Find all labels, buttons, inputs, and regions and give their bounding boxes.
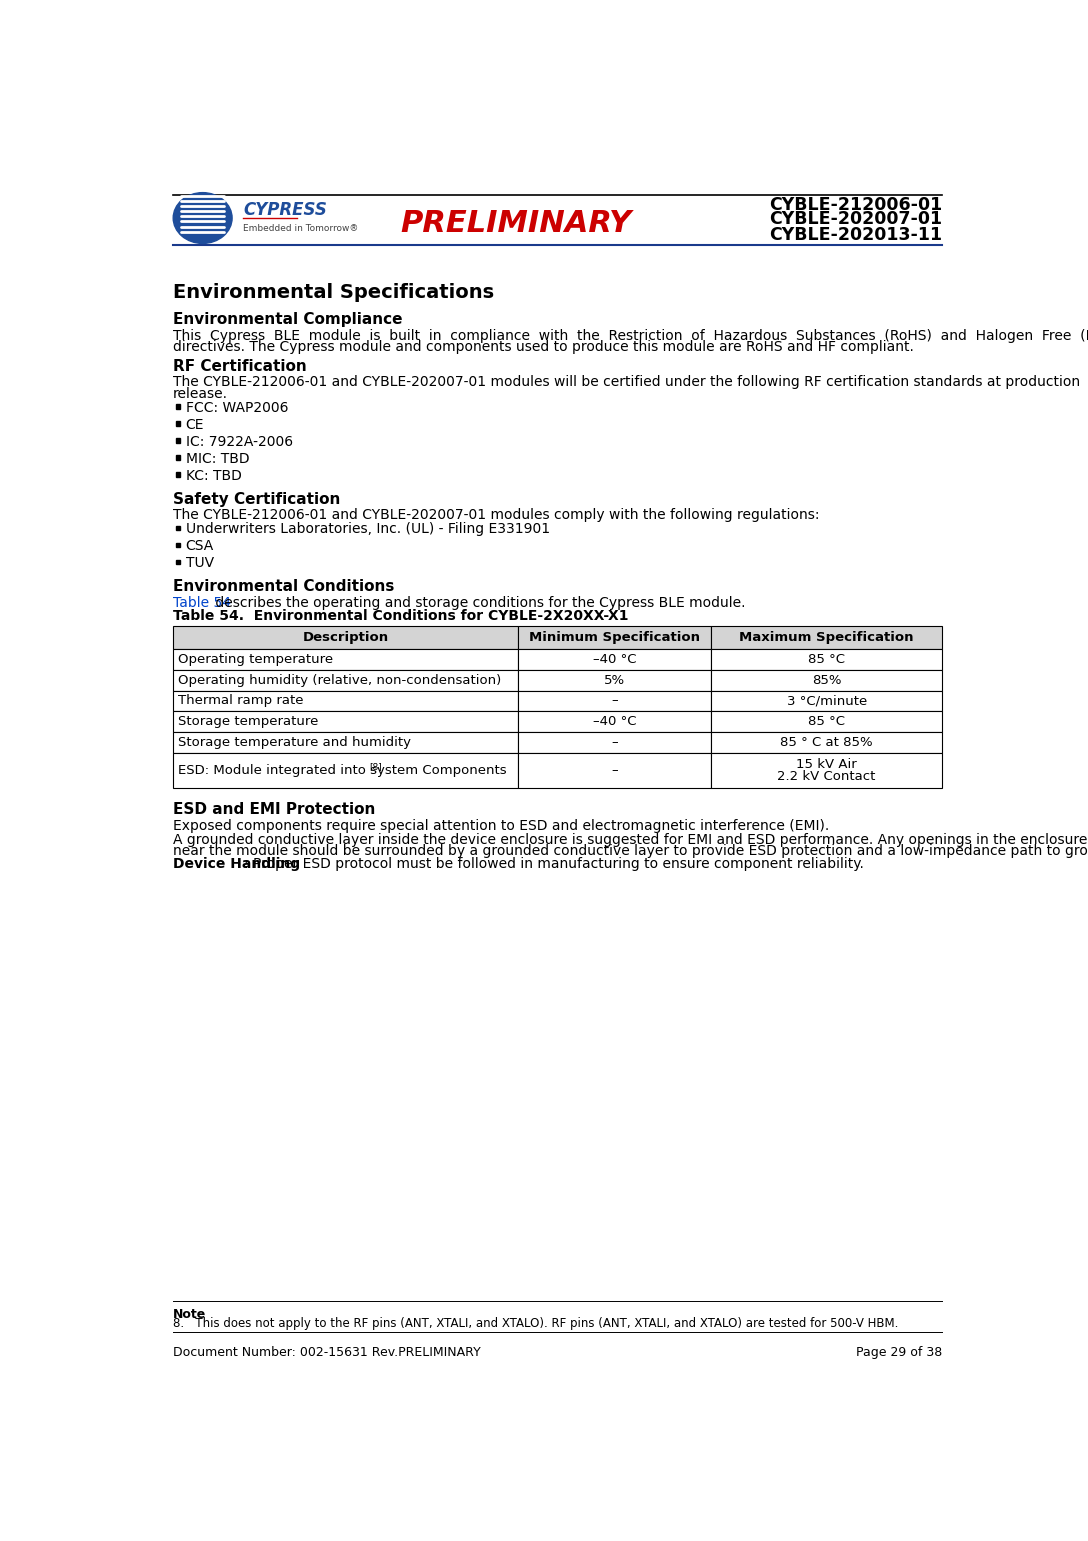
Bar: [175, 472, 181, 476]
Text: –40 °C: –40 °C: [593, 715, 636, 729]
Bar: [712, 649, 942, 670]
Text: 85 ° C at 85%: 85 ° C at 85%: [780, 737, 873, 749]
Text: The CYBLE-212006-01 and CYBLE-202007-01 modules will be certified under the foll: The CYBLE-212006-01 and CYBLE-202007-01 …: [173, 376, 1080, 390]
Text: Device Handling: Device Handling: [173, 857, 300, 871]
Text: Table 54: Table 54: [173, 596, 231, 610]
Text: KC: TBD: KC: TBD: [186, 468, 242, 482]
Text: –: –: [611, 764, 618, 777]
Text: This  Cypress  BLE  module  is  built  in  compliance  with  the  Restriction  o: This Cypress BLE module is built in comp…: [173, 328, 1088, 344]
Text: Thermal ramp rate: Thermal ramp rate: [177, 695, 304, 707]
Text: CSA: CSA: [186, 539, 214, 553]
Bar: [175, 404, 181, 408]
Text: Description: Description: [302, 630, 388, 644]
Bar: [712, 732, 942, 754]
Text: 85 °C: 85 °C: [808, 715, 845, 729]
Text: 5%: 5%: [604, 673, 625, 687]
Text: Minimum Specification: Minimum Specification: [529, 630, 700, 644]
Text: RF Certification: RF Certification: [173, 359, 307, 374]
Text: FCC: WAP2006: FCC: WAP2006: [186, 401, 288, 415]
Text: ESD and EMI Protection: ESD and EMI Protection: [173, 803, 375, 817]
Text: Storage temperature and humidity: Storage temperature and humidity: [177, 737, 411, 749]
Text: near the module should be surrounded by a grounded conductive layer to provide E: near the module should be surrounded by …: [173, 844, 1088, 858]
Text: Environmental Compliance: Environmental Compliance: [173, 313, 403, 327]
Text: TUV: TUV: [186, 556, 213, 570]
Bar: [518, 732, 712, 754]
Bar: [712, 670, 942, 690]
Text: Exposed components require special attention to ESD and electromagnetic interfer: Exposed components require special atten…: [173, 818, 829, 832]
Text: 8.   This does not apply to the RF pins (ANT, XTALI, and XTALO). RF pins (ANT, X: 8. This does not apply to the RF pins (A…: [173, 1318, 899, 1330]
Bar: [173, 732, 518, 754]
Bar: [175, 525, 181, 530]
Text: directives. The Cypress module and components used to produce this module are Ro: directives. The Cypress module and compo…: [173, 341, 914, 354]
Text: describes the operating and storage conditions for the Cypress BLE module.: describes the operating and storage cond…: [211, 596, 745, 610]
Text: CYPRESS: CYPRESS: [243, 202, 326, 219]
Bar: [518, 670, 712, 690]
Text: 15 kV Air: 15 kV Air: [796, 758, 857, 770]
Text: 85%: 85%: [812, 673, 841, 687]
Bar: [175, 455, 181, 459]
Bar: [173, 670, 518, 690]
Bar: [173, 712, 518, 732]
Text: IC: 7922A-2006: IC: 7922A-2006: [186, 435, 293, 448]
Text: PRELIMINARY: PRELIMINARY: [400, 210, 631, 237]
Text: Operating temperature: Operating temperature: [177, 653, 333, 666]
Bar: [712, 712, 942, 732]
Text: MIC: TBD: MIC: TBD: [186, 452, 249, 465]
Text: release.: release.: [173, 387, 228, 401]
Bar: [518, 712, 712, 732]
Bar: [173, 690, 518, 712]
Text: –40 °C: –40 °C: [593, 653, 636, 666]
Text: CYBLE-212006-01: CYBLE-212006-01: [769, 196, 942, 214]
Bar: [518, 649, 712, 670]
Text: : Proper ESD protocol must be followed in manufacturing to ensure component reli: : Proper ESD protocol must be followed i…: [244, 857, 864, 871]
Bar: [175, 559, 181, 564]
Bar: [173, 649, 518, 670]
Text: Embedded in Tomorrow®: Embedded in Tomorrow®: [243, 225, 358, 233]
Text: Underwriters Laboratories, Inc. (UL) - Filing E331901: Underwriters Laboratories, Inc. (UL) - F…: [186, 522, 549, 536]
Bar: [173, 626, 518, 649]
Ellipse shape: [173, 193, 232, 243]
Bar: [175, 421, 181, 425]
Bar: [518, 754, 712, 789]
Text: Maximum Specification: Maximum Specification: [740, 630, 914, 644]
Text: Page 29 of 38: Page 29 of 38: [856, 1347, 942, 1359]
Text: [8]: [8]: [369, 763, 382, 772]
Text: Note: Note: [173, 1308, 207, 1321]
Text: 3 °C/minute: 3 °C/minute: [787, 695, 867, 707]
Text: Environmental Specifications: Environmental Specifications: [173, 284, 494, 302]
Text: Environmental Conditions: Environmental Conditions: [173, 579, 395, 595]
Text: The CYBLE-212006-01 and CYBLE-202007-01 modules comply with the following regula: The CYBLE-212006-01 and CYBLE-202007-01 …: [173, 509, 819, 522]
Text: CYBLE-202013-11: CYBLE-202013-11: [769, 225, 942, 243]
Bar: [175, 542, 181, 547]
Text: CYBLE-202007-01: CYBLE-202007-01: [769, 210, 942, 228]
Text: A grounded conductive layer inside the device enclosure is suggested for EMI and: A grounded conductive layer inside the d…: [173, 834, 1088, 848]
Text: Storage temperature: Storage temperature: [177, 715, 318, 729]
Text: ESD: Module integrated into system Components: ESD: Module integrated into system Compo…: [177, 764, 507, 777]
Text: Table 54.  Environmental Conditions for CYBLE-2X20XX-X1: Table 54. Environmental Conditions for C…: [173, 609, 629, 623]
Text: –: –: [611, 695, 618, 707]
Text: Safety Certification: Safety Certification: [173, 492, 341, 507]
Bar: [518, 690, 712, 712]
Text: 2.2 kV Contact: 2.2 kV Contact: [778, 770, 876, 783]
Bar: [175, 438, 181, 442]
Bar: [173, 754, 518, 789]
Bar: [712, 754, 942, 789]
Text: Document Number: 002-15631 Rev.PRELIMINARY: Document Number: 002-15631 Rev.PRELIMINA…: [173, 1347, 481, 1359]
Bar: [712, 690, 942, 712]
Bar: [712, 626, 942, 649]
Text: –: –: [611, 737, 618, 749]
Text: Operating humidity (relative, non-condensation): Operating humidity (relative, non-conden…: [177, 673, 502, 687]
Text: 85 °C: 85 °C: [808, 653, 845, 666]
Text: CE: CE: [186, 418, 205, 431]
Bar: [518, 626, 712, 649]
